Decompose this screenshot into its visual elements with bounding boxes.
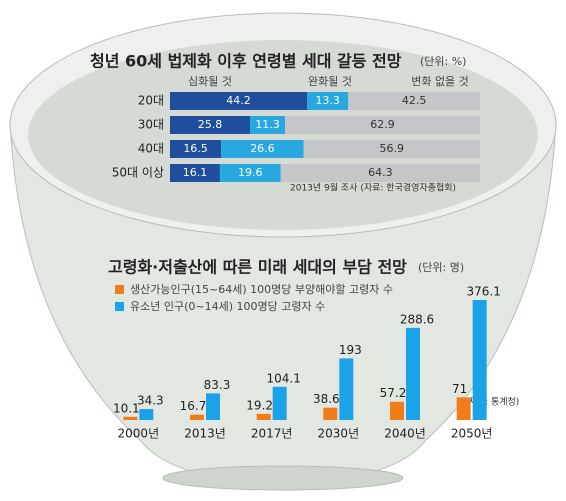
data-label: 71	[452, 382, 467, 396]
legend-label: 변화 없을 것	[411, 75, 469, 88]
data-label: 42.5	[402, 94, 427, 107]
chart-title: 청년 60세 법제화 이후 연령별 세대 갈등 전망	[90, 52, 402, 71]
legend-label: 유소년 인구(0~14세) 100명당 고령자 수	[130, 300, 325, 313]
x-tick-label: 2013년	[184, 427, 226, 441]
bar	[190, 414, 204, 420]
bar	[390, 401, 404, 420]
x-tick-label: 2040년	[384, 427, 426, 441]
data-label: 25.8	[198, 118, 223, 131]
legend-label: 생산가능인구(15~64세) 100명당 부양해야할 고령자 수	[130, 282, 393, 296]
bar-segment	[303, 140, 480, 158]
data-label: 56.9	[380, 142, 405, 155]
bar	[456, 397, 471, 420]
data-label: 376.1	[466, 285, 500, 299]
data-label: 11.3	[255, 118, 280, 131]
bar	[139, 409, 154, 420]
bar	[406, 327, 420, 420]
data-label: 104.1	[266, 371, 300, 385]
bar-segment	[280, 164, 480, 182]
legend-swatch	[115, 285, 124, 294]
chart-subtitle: (단위: 명)	[418, 261, 464, 274]
x-tick-label: 2050년	[451, 427, 493, 441]
chart-title: 고령화·저출산에 따른 미래 세대의 부담 전망	[108, 258, 407, 277]
data-label: 16.7	[180, 399, 207, 413]
data-label: 57.2	[380, 386, 407, 400]
x-tick-label: 2000년	[118, 427, 160, 441]
data-label: 19.6	[238, 166, 263, 179]
data-label: 34.3	[137, 394, 164, 408]
bar-segment	[170, 92, 308, 110]
legend-label: 심화될 것	[188, 74, 232, 88]
data-label: 62.9	[370, 118, 395, 131]
y-tick-label: 50대 이상	[112, 166, 164, 180]
data-label: 13.3	[315, 94, 340, 107]
data-label: 19.2	[246, 398, 273, 412]
bar-segment	[221, 140, 304, 158]
x-tick-label: 2030년	[318, 427, 360, 441]
data-label: 83.3	[204, 378, 231, 392]
data-label: 16.1	[183, 166, 208, 179]
legend-swatch	[115, 302, 124, 311]
bar-segment	[348, 92, 480, 110]
bar-segment	[170, 140, 222, 158]
bar	[272, 386, 287, 420]
bar-segment	[307, 92, 349, 110]
bar-segment	[249, 116, 286, 134]
bar-segment	[170, 164, 220, 182]
y-tick-label: 30대	[138, 118, 164, 132]
bar-segment	[219, 164, 281, 182]
bar	[323, 407, 338, 420]
y-tick-label: 40대	[138, 142, 164, 156]
chart-note: 2013년 9월 조사 (자료: 한국경영자총협회)	[290, 182, 456, 194]
chart-subtitle: (단위: %)	[420, 55, 466, 68]
data-label: 16.5	[183, 142, 208, 155]
data-label: 10.1	[113, 401, 140, 415]
bar	[339, 358, 354, 420]
legend-label: 완화될 것	[308, 74, 352, 88]
data-label: 193	[339, 343, 362, 357]
bar	[206, 393, 220, 420]
bar-segment	[170, 116, 250, 134]
x-tick-label: 2017년	[251, 427, 293, 441]
data-label: 44.2	[226, 94, 251, 107]
data-label: 26.6	[250, 142, 275, 155]
bar-segment	[285, 116, 480, 134]
bar	[472, 300, 487, 420]
data-label: 38.6	[313, 392, 340, 406]
y-tick-label: 20대	[138, 94, 164, 108]
data-label: 288.6	[400, 312, 434, 326]
bar	[123, 416, 138, 420]
data-label: 64.3	[368, 166, 393, 179]
bar	[256, 413, 271, 420]
bowl-inner	[28, 40, 538, 230]
bowl-foot	[162, 465, 404, 491]
